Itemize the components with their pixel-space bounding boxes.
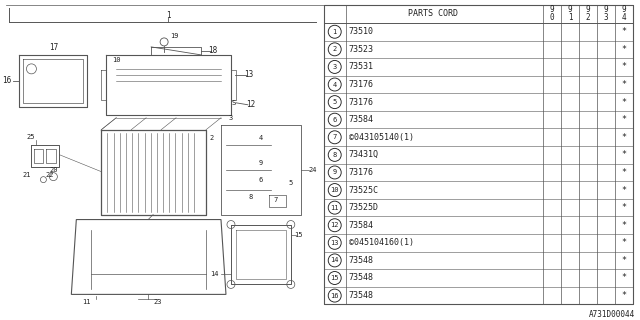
Text: PARTS CORD: PARTS CORD [408, 10, 458, 19]
Text: 73176: 73176 [349, 98, 374, 107]
Text: 6: 6 [259, 177, 263, 183]
Text: S: S [232, 100, 236, 106]
Text: 73548: 73548 [349, 274, 374, 283]
Text: 8: 8 [249, 194, 253, 200]
Text: *: * [621, 98, 627, 107]
Text: *: * [621, 291, 627, 300]
Text: 7: 7 [333, 134, 337, 140]
Text: 8: 8 [333, 152, 337, 158]
Text: 73176: 73176 [349, 80, 374, 89]
Text: 13: 13 [330, 240, 339, 246]
Text: 73548: 73548 [349, 256, 374, 265]
Text: *: * [621, 168, 627, 177]
Text: 16: 16 [330, 292, 339, 299]
Text: *: * [621, 274, 627, 283]
Text: *: * [621, 150, 627, 159]
Text: 4: 4 [333, 82, 337, 87]
Text: 14: 14 [330, 257, 339, 263]
Text: 22: 22 [45, 172, 54, 178]
Text: A731D00044: A731D00044 [589, 310, 635, 319]
Text: *: * [621, 45, 627, 54]
Text: 2: 2 [210, 135, 214, 141]
Text: *: * [621, 80, 627, 89]
Text: 15: 15 [330, 275, 339, 281]
Text: 73584: 73584 [349, 221, 374, 230]
Text: 21: 21 [22, 172, 31, 178]
Text: 6: 6 [333, 117, 337, 123]
Text: 73510: 73510 [349, 27, 374, 36]
Text: 9
2: 9 2 [586, 5, 591, 22]
Text: 15: 15 [294, 232, 303, 237]
Text: *: * [621, 27, 627, 36]
Text: 16: 16 [2, 76, 12, 85]
Text: 73548: 73548 [349, 291, 374, 300]
Text: *: * [621, 186, 627, 195]
Text: *: * [621, 115, 627, 124]
Text: 1: 1 [166, 12, 170, 20]
Text: 73176: 73176 [349, 168, 374, 177]
Text: 11: 11 [330, 204, 339, 211]
Text: ©045104160(1): ©045104160(1) [349, 238, 413, 247]
Text: 73525C: 73525C [349, 186, 379, 195]
Text: 10: 10 [330, 187, 339, 193]
Text: 14: 14 [211, 271, 219, 277]
Text: 73523: 73523 [349, 45, 374, 54]
Text: 17: 17 [49, 44, 58, 52]
Text: 9
3: 9 3 [604, 5, 609, 22]
Text: 10: 10 [112, 57, 120, 63]
Text: 73431Q: 73431Q [349, 150, 379, 159]
Text: 19: 19 [170, 33, 179, 39]
Text: 12: 12 [330, 222, 339, 228]
Text: 5: 5 [289, 180, 293, 186]
Text: 5: 5 [333, 99, 337, 105]
Text: 9
0: 9 0 [550, 5, 554, 22]
Text: 20: 20 [49, 167, 58, 173]
Text: 73525D: 73525D [349, 203, 379, 212]
Text: ©043105140(1): ©043105140(1) [349, 133, 413, 142]
Text: 73584: 73584 [349, 115, 374, 124]
Text: 3: 3 [229, 115, 233, 121]
Text: 7: 7 [274, 196, 278, 203]
Text: 3: 3 [333, 64, 337, 70]
Text: 25: 25 [26, 134, 35, 140]
Text: 2: 2 [333, 46, 337, 52]
Text: *: * [621, 256, 627, 265]
Text: *: * [621, 203, 627, 212]
Text: 73531: 73531 [349, 62, 374, 71]
Text: 9: 9 [333, 170, 337, 175]
Text: 13: 13 [244, 70, 253, 79]
Text: 18: 18 [209, 46, 218, 55]
Text: 4: 4 [259, 135, 263, 141]
Text: 12: 12 [246, 100, 255, 109]
Text: 11: 11 [82, 300, 90, 305]
Text: 9: 9 [259, 160, 263, 166]
Text: 1: 1 [333, 29, 337, 35]
Text: *: * [621, 221, 627, 230]
Text: 24: 24 [308, 167, 317, 173]
Text: 9
4: 9 4 [621, 5, 627, 22]
Text: *: * [621, 238, 627, 247]
Text: 23: 23 [154, 300, 163, 305]
Text: 9
1: 9 1 [568, 5, 572, 22]
Text: *: * [621, 133, 627, 142]
Text: *: * [621, 62, 627, 71]
